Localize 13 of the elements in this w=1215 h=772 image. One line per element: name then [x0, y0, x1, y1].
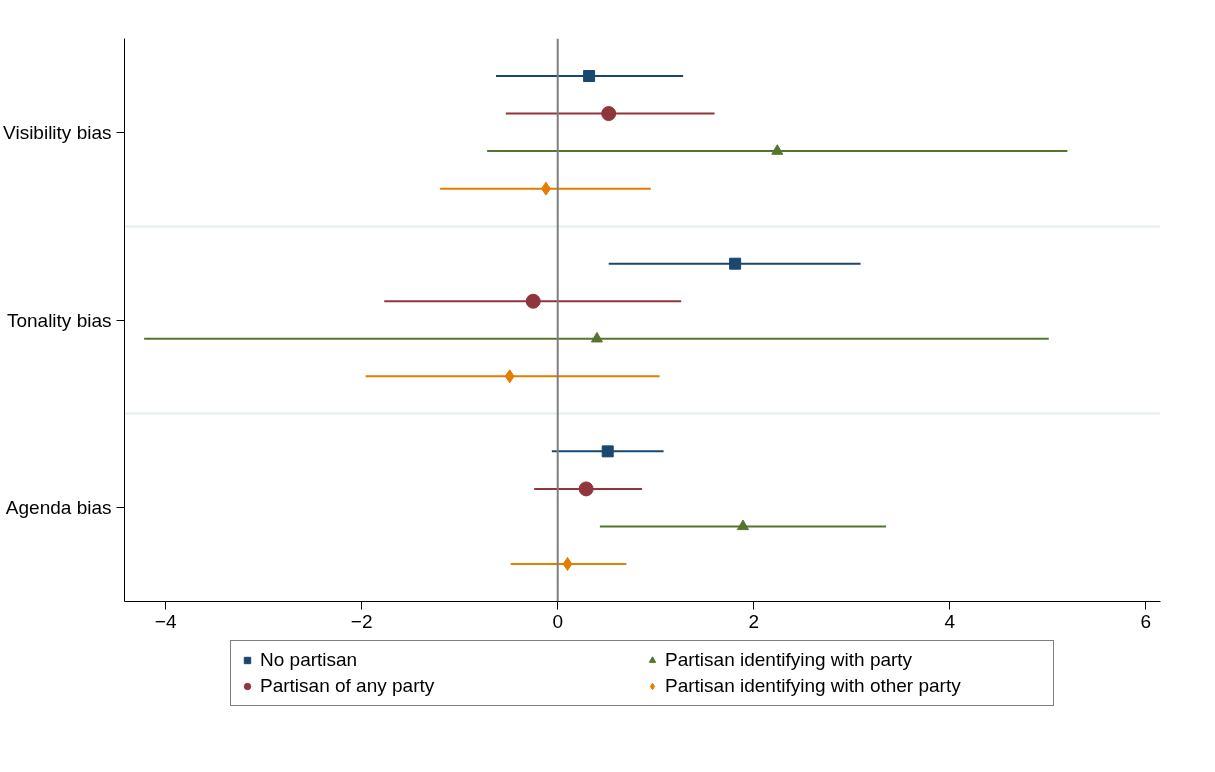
y-tick-label: Tonality bias [6, 309, 112, 331]
legend-label: Partisan identifying with party [665, 649, 914, 671]
legend-label: No partisan [260, 649, 359, 671]
x-tick-label: 0 [552, 610, 564, 632]
y-tick-label: Agenda bias [5, 497, 112, 519]
legend-label: Partisan of any party [260, 675, 436, 697]
y-tick-label: Visibility bias [3, 121, 112, 143]
x-tick-label: 2 [748, 610, 760, 632]
x-tick-label: 4 [944, 610, 956, 632]
x-tick-label: −2 [350, 610, 373, 632]
x-tick-label: 6 [1140, 610, 1152, 632]
x-tick-label: −4 [154, 610, 177, 632]
legend-label: Partisan identifying with other party [665, 675, 962, 697]
